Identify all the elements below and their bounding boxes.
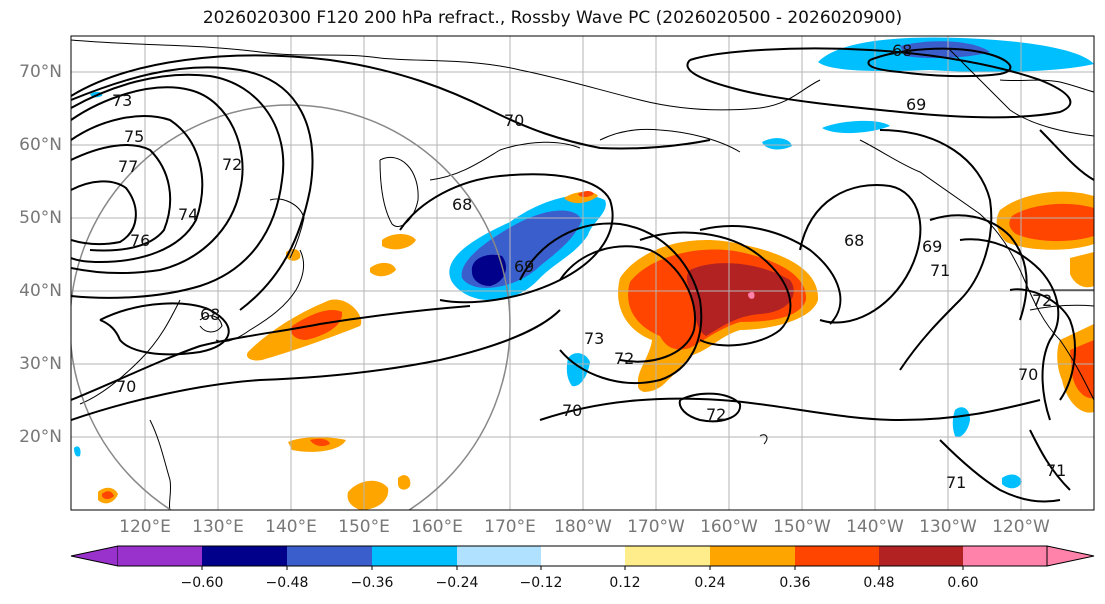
lon-label: 130°E [192,517,244,537]
lon-label: 150°W [773,517,831,537]
contour-label: 68 [892,41,912,60]
contour-label: 68 [844,231,864,250]
colorbar-segment [963,546,1047,566]
contour-label: 72 [1032,291,1052,310]
contour-label: 70 [562,401,582,420]
contour-label: 70 [504,111,524,130]
colorbar-tick-label: −0.12 [519,575,563,591]
lon-label: 170°E [484,517,536,537]
colorbar-tick-label: 0.36 [779,575,811,591]
colorbar-segment [287,546,372,566]
lon-label: 140°W [846,517,904,537]
contour-label-group: 73 75 77 74 76 72 70 68 69 70 68 73 72 7… [112,41,1066,492]
contour-label: 74 [178,205,198,224]
lon-label: 140°E [265,517,317,537]
colorbar-segment [541,546,625,566]
lat-label: 50°N [19,208,62,228]
colorbar-tick-label: −0.60 [180,575,224,591]
contour-lines [71,47,1094,503]
colorbar-segment [625,546,710,566]
contour-label: 77 [118,157,138,176]
lat-label: 40°N [19,281,62,301]
contour-label: 69 [514,257,534,276]
colorbar-tick-label: 0.12 [609,575,641,591]
colorbar-tick-label: 0.48 [863,575,895,591]
contour-label: 68 [452,195,472,214]
contour-label: 75 [124,127,144,146]
colorbar-segment [118,546,202,566]
contour-label: 76 [130,231,150,250]
lon-label: 120°W [992,517,1050,537]
lon-label: 130°W [919,517,977,537]
contour-label: 69 [922,237,942,256]
lon-label: 180°W [554,517,612,537]
contour-label: 73 [584,329,604,348]
lon-label: 170°W [627,517,685,537]
colorbar [70,545,1095,570]
colorbar-tick-label: −0.36 [350,575,394,591]
colorbar-segment [457,546,541,566]
colorbar-segment [372,546,457,566]
contour-label: 70 [1018,365,1038,384]
colorbar-tick-label: −0.48 [265,575,309,591]
lat-label: 60°N [19,135,62,155]
lon-label: 150°E [338,517,390,537]
lat-label: 70°N [19,62,62,82]
contour-label: 72 [706,405,726,424]
contour-label: 73 [112,91,132,110]
contour-label: 71 [930,261,950,280]
lon-label: 120°E [119,517,171,537]
colorbar-segment [710,546,795,566]
contour-label: 70 [116,377,136,396]
lat-label: 20°N [19,427,62,447]
contour-label: 72 [614,349,634,368]
lon-label: 160°W [700,517,758,537]
influence-circle [71,104,511,510]
colorbar-tick-label: 0.60 [947,575,979,591]
contour-label: 72 [222,155,242,174]
contour-label: 68 [200,305,220,324]
colorbar-segment [202,546,287,566]
contour-label: 71 [1046,461,1066,480]
colorbar-segment [795,546,879,566]
colorbar-segment [879,546,963,566]
colorbar-tick-label: −0.24 [435,575,479,591]
lat-label: 30°N [19,354,62,374]
colorbar-extend-high [1046,545,1095,567]
colorbar-tick-label: 0.24 [694,575,726,591]
contour-label: 71 [946,473,966,492]
lon-label: 160°E [411,517,463,537]
contour-label: 69 [906,95,926,114]
colorbar-extend-low [70,545,119,567]
map-title: 2026020300 F120 200 hPa refract., Rossby… [202,8,903,28]
plot-frame [70,35,1095,511]
anomaly-shading [74,37,1094,510]
